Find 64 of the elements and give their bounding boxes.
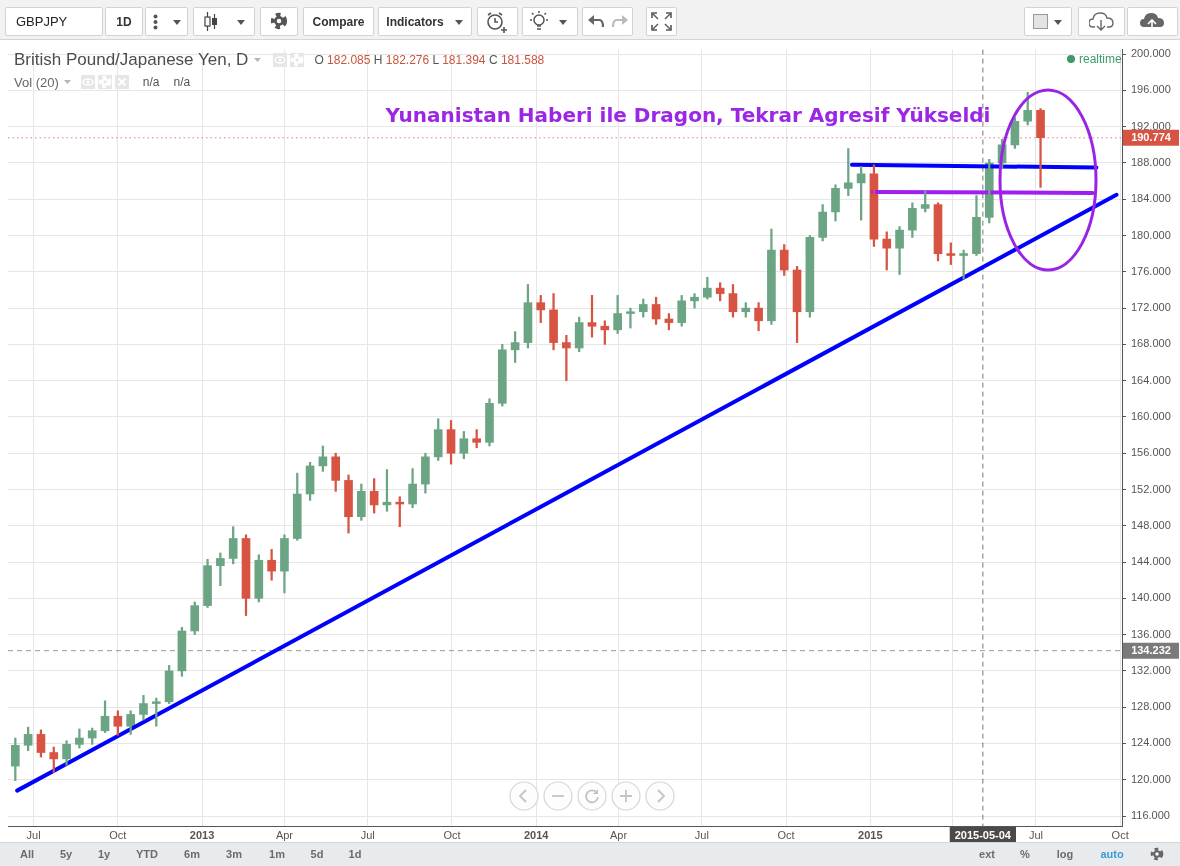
text: All bbox=[19, 848, 35, 860]
candlestick bbox=[472, 429, 481, 449]
y-tick-label: 164.000 bbox=[1131, 373, 1171, 386]
x-tick-label: Oct bbox=[777, 828, 795, 841]
ref-line-label: 2015-05-04 bbox=[954, 829, 1012, 842]
text: log bbox=[1056, 848, 1074, 860]
y-tick-label: 156.000 bbox=[1131, 446, 1171, 459]
y-tick-label: 140.000 bbox=[1131, 591, 1171, 604]
y-tick-label: 160.000 bbox=[1131, 409, 1171, 422]
y-tick-label: 184.000 bbox=[1131, 192, 1171, 205]
x-tick-label: Jul bbox=[694, 828, 709, 841]
button: Compare bbox=[303, 7, 374, 36]
x-tick-label: Apr bbox=[609, 828, 628, 841]
y-tick-label: 168.000 bbox=[1131, 337, 1171, 350]
button: 1D bbox=[105, 7, 143, 36]
x-tick-label: Jul bbox=[1028, 828, 1043, 841]
y-tick-label: 148.000 bbox=[1131, 518, 1171, 531]
annotation: realtime bbox=[1079, 52, 1122, 66]
y-tick-label: 176.000 bbox=[1131, 264, 1171, 277]
text: % bbox=[1020, 848, 1030, 860]
y-tick-label: 116.000 bbox=[1131, 809, 1170, 822]
candlestick bbox=[946, 242, 956, 265]
annotation: Vol (20) bbox=[14, 74, 59, 90]
text: 5y bbox=[59, 848, 73, 860]
y-tick-label: 136.000 bbox=[1131, 627, 1171, 640]
text: YTD bbox=[136, 848, 158, 860]
x-tick-label: Jul bbox=[26, 828, 41, 841]
annotation: O 182.085 H 182.276 L 181.394 C 181.588 bbox=[314, 52, 545, 67]
y-tick-label: 172.000 bbox=[1131, 301, 1171, 314]
chart-title: British Pound/Japanese Yen, D bbox=[14, 50, 249, 69]
input-field: GBPJPY bbox=[5, 7, 103, 36]
y-tick-label: 120.000 bbox=[1131, 772, 1171, 785]
y-tick-label: 196.000 bbox=[1131, 83, 1171, 96]
y-tick-label: 200.000 bbox=[1131, 47, 1171, 60]
ref-line-label: 190.774 bbox=[1131, 131, 1172, 144]
y-tick-label: 144.000 bbox=[1131, 555, 1171, 568]
x-tick-label: Apr bbox=[275, 828, 294, 841]
x-tick-label: 2014 bbox=[523, 828, 550, 841]
x-tick-label: Oct bbox=[109, 828, 127, 841]
y-tick-label: 128.000 bbox=[1131, 700, 1171, 713]
y-tick-label: 188.000 bbox=[1131, 156, 1171, 169]
text: ext bbox=[979, 848, 995, 860]
x-tick-label: Oct bbox=[1111, 828, 1129, 841]
y-tick-label: 132.000 bbox=[1131, 663, 1171, 676]
y-tick-label: 192.000 bbox=[1131, 119, 1171, 132]
dropdown-button: Indicators bbox=[378, 7, 472, 36]
y-tick-label: 180.000 bbox=[1131, 228, 1171, 241]
y-tick-label: 124.000 bbox=[1131, 736, 1171, 749]
text: 6m bbox=[184, 848, 200, 860]
text: auto bbox=[1100, 848, 1124, 860]
text: 1d bbox=[348, 848, 362, 860]
text: 1m bbox=[269, 848, 285, 860]
annotation: n/a bbox=[173, 75, 191, 89]
ref-line-label: 134.232 bbox=[1131, 644, 1171, 657]
y-tick-label: 152.000 bbox=[1131, 482, 1171, 495]
annotation: Yunanistan Haberi ile Dragon, Tekrar Agresif Yükseldi bbox=[385, 103, 991, 127]
x-tick-label: Jul bbox=[360, 828, 375, 841]
text: 1y bbox=[97, 848, 111, 860]
x-tick-label: Oct bbox=[443, 828, 461, 841]
text: 5d bbox=[310, 848, 324, 860]
x-tick-label: 2015 bbox=[858, 828, 883, 841]
annotation: n/a bbox=[142, 75, 160, 89]
text: 3m bbox=[226, 848, 242, 860]
x-tick-label: 2013 bbox=[189, 828, 215, 841]
